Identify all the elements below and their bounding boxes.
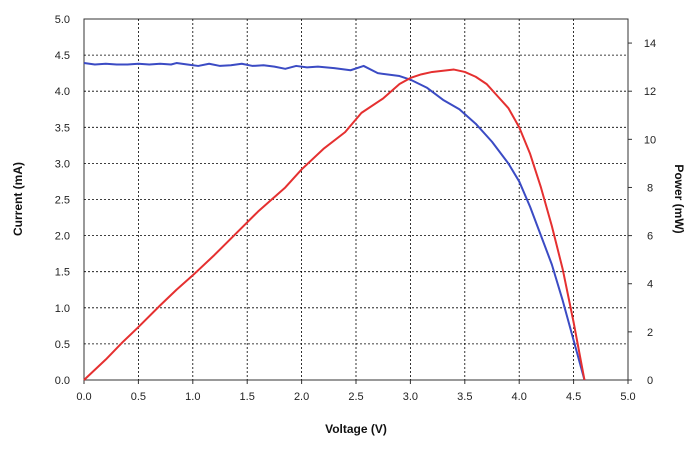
current-curve-line: [83, 62, 586, 381]
left-tick-label: 4.5: [55, 50, 70, 62]
left-tick-label: 2.5: [55, 195, 70, 207]
right-tick-label: 14: [644, 38, 656, 50]
left-tick-label: 3.5: [55, 122, 70, 134]
right-axis-ticks: 0 2 4 6 8 10 12 14: [628, 38, 656, 387]
x-tick-label: 0.0: [76, 391, 91, 403]
x-tick-label: 3.5: [457, 391, 472, 403]
left-tick-label: 0.5: [55, 339, 70, 351]
left-tick-label: 2.0: [55, 231, 70, 243]
x-tick-label: 1.5: [240, 391, 255, 403]
left-axis-ticks: 0.0 0.5 1.0 1.5 2.0 2.5 3.0 3.5 4.0 4.5 5.0: [55, 14, 70, 387]
power-curve-line: [83, 68, 586, 381]
left-tick-label: 0.0: [55, 375, 70, 387]
left-axis-title: Current (mA): [11, 162, 25, 236]
right-tick-label: 12: [644, 86, 656, 98]
x-tick-label: 2.5: [348, 391, 363, 403]
x-tick-label: 3.0: [403, 391, 418, 403]
right-tick-label: 6: [647, 231, 653, 243]
x-axis-ticks: 0.0 0.5 1.0 1.5 2.0 2.5 3.0 3.5 4.0 4.5 5.0: [76, 380, 636, 403]
x-tick-label: 5.0: [620, 391, 635, 403]
x-tick-label: 4.0: [512, 391, 527, 403]
x-tick-label: 0.5: [131, 391, 146, 403]
right-tick-label: 8: [647, 182, 653, 194]
grid: [84, 19, 628, 380]
right-axis-title: Power (mW): [672, 164, 686, 233]
left-tick-label: 3.0: [55, 158, 70, 170]
right-tick-label: 2: [647, 327, 653, 339]
right-tick-label: 4: [647, 279, 653, 291]
x-tick-label: 4.5: [566, 391, 581, 403]
right-tick-label: 0: [647, 375, 653, 387]
series-lines: [83, 62, 586, 381]
left-tick-label: 4.0: [55, 86, 70, 98]
left-tick-label: 1.5: [55, 267, 70, 279]
left-tick-label: 1.0: [55, 303, 70, 315]
x-tick-label: 1.0: [185, 391, 200, 403]
right-tick-label: 10: [644, 134, 656, 146]
x-tick-label: 2.0: [294, 391, 309, 403]
x-axis-title: Voltage (V): [325, 422, 387, 436]
left-tick-label: 5.0: [55, 14, 70, 26]
